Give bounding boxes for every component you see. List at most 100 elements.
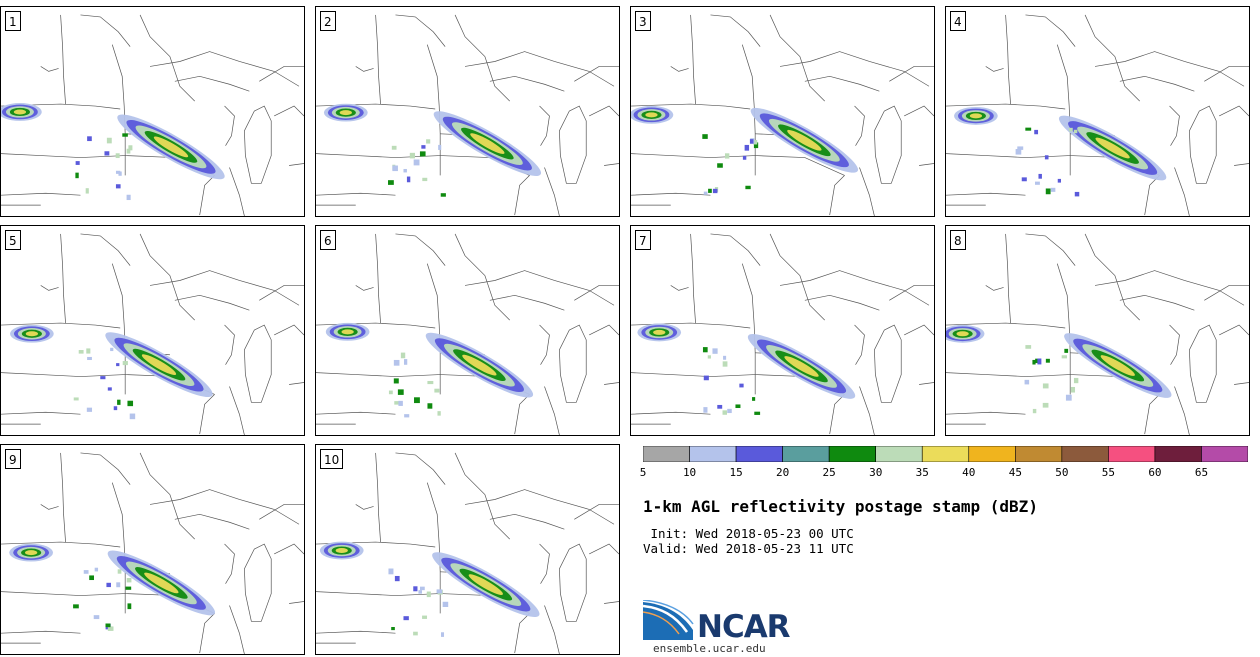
- scattered-cell-echo: [1050, 187, 1056, 192]
- init-time: Init: Wed 2018-05-23 00 UTC: [643, 526, 854, 541]
- site-url: ensemble.ucar.edu: [653, 642, 766, 655]
- member-panel-8: 8: [945, 225, 1250, 436]
- reflectivity-map: [1, 452, 304, 654]
- scattered-cell-echo: [1070, 386, 1076, 393]
- colorbar-bin: [1108, 446, 1156, 462]
- geography-outlines: [1, 14, 304, 216]
- scattered-cell-echo: [702, 347, 708, 353]
- scattered-cell-echo: [434, 388, 440, 393]
- scattered-cell-echo: [1074, 191, 1080, 197]
- scattered-cell-echo: [89, 575, 94, 581]
- scattered-cell-echo: [723, 355, 727, 360]
- scattered-cell-echo: [106, 582, 111, 588]
- reflectivity-echoes: [946, 324, 1172, 414]
- scattered-cell-echo: [422, 615, 428, 619]
- scattered-cell-echo: [426, 591, 431, 598]
- geography-outlines: [316, 233, 619, 435]
- colorbar-tick-label: 25: [822, 466, 836, 479]
- colorbar-bin: [921, 446, 970, 462]
- scattered-cell-echo: [1042, 383, 1049, 389]
- member-number-label: 9: [5, 449, 21, 469]
- scattered-cell-echo: [403, 359, 408, 365]
- scattered-cell-echo: [1073, 129, 1078, 134]
- scattered-cell-echo: [712, 348, 718, 354]
- scattered-cell-echo: [87, 356, 92, 361]
- western-cell-echo: [25, 331, 39, 337]
- storm-band-echo: [468, 574, 503, 595]
- scattered-cell-echo: [735, 404, 741, 409]
- scattered-cell-echo: [1037, 358, 1042, 365]
- scattered-cell-echo: [1034, 129, 1039, 135]
- storm-band-echo: [1100, 355, 1135, 376]
- geography-outlines: [631, 14, 934, 216]
- scattered-cell-echo: [1038, 173, 1042, 179]
- scattered-cell-echo: [388, 390, 393, 395]
- scattered-cell-echo: [93, 615, 100, 620]
- scattered-cell-echo: [86, 348, 91, 354]
- scattered-cell-echo: [406, 176, 411, 183]
- scattered-cell-echo: [722, 361, 728, 367]
- scattered-cell-echo: [106, 137, 112, 144]
- scattered-cell-echo: [717, 404, 723, 409]
- western-cell-echo: [956, 331, 969, 337]
- scattered-cell-echo: [404, 414, 410, 418]
- scattered-cell-echo: [113, 406, 118, 411]
- reflectivity-echoes: [10, 324, 213, 420]
- figure-title: 1-km AGL reflectivity postage stamp (dBZ…: [643, 497, 1038, 516]
- scattered-cell-echo: [127, 400, 134, 407]
- scattered-cell-echo: [427, 403, 433, 409]
- colorbar-bin: [735, 446, 783, 462]
- scattered-cell-echo: [104, 151, 110, 156]
- scattered-cell-echo: [73, 604, 79, 609]
- scattered-cell-echo: [126, 194, 131, 201]
- reflectivity-map: [316, 452, 619, 654]
- colorbar-bin: [828, 446, 876, 462]
- scattered-cell-echo: [116, 582, 121, 588]
- scattered-cell-echo: [426, 139, 431, 144]
- member-panel-5: 5: [0, 225, 305, 436]
- scattered-cell-echo: [73, 397, 79, 401]
- scattered-cell-echo: [413, 586, 418, 592]
- member-number-label: 4: [950, 11, 966, 31]
- reflectivity-echoes: [323, 103, 542, 197]
- scattered-cell-echo: [85, 188, 89, 194]
- reflectivity-map: [1, 14, 304, 216]
- scattered-cell-echo: [388, 180, 394, 185]
- colorbar-tick-label: 10: [682, 466, 697, 479]
- valid-time: Valid: Wed 2018-05-23 11 UTC: [643, 541, 854, 556]
- scattered-cell-echo: [744, 144, 750, 151]
- colorbar-tick-label: 60: [1148, 466, 1162, 479]
- scattered-cell-echo: [1065, 394, 1072, 401]
- scattered-cell-echo: [703, 191, 708, 195]
- member-number-label: 8: [950, 230, 966, 250]
- scattered-cell-echo: [742, 155, 747, 160]
- scattered-cell-echo: [708, 188, 712, 193]
- scattered-cell-echo: [394, 575, 400, 582]
- scattered-cell-echo: [703, 375, 709, 381]
- colorbar-tick-label: 50: [1055, 466, 1069, 479]
- reflectivity-echoes: [631, 105, 859, 195]
- ncar-wordmark: NCAR: [697, 609, 791, 645]
- reflectivity-map: [946, 14, 1249, 216]
- scattered-cell-echo: [752, 397, 756, 401]
- member-number-label: 5: [5, 230, 21, 250]
- scattered-cell-echo: [126, 578, 132, 583]
- scattered-cell-echo: [116, 363, 120, 367]
- western-cell-echo: [645, 112, 658, 118]
- scattered-cell-echo: [413, 631, 418, 636]
- scattered-cell-echo: [115, 153, 120, 159]
- geography-outlines: [316, 452, 619, 654]
- colorbar-bin: [968, 446, 1016, 462]
- scattered-cell-echo: [1017, 146, 1024, 150]
- reflectivity-echoes: [1, 103, 225, 201]
- scattered-cell-echo: [1021, 177, 1027, 182]
- scattered-cell-echo: [1057, 178, 1062, 183]
- member-panel-10: 10: [315, 444, 620, 655]
- storm-band-echo: [787, 129, 822, 151]
- reflectivity-map: [631, 233, 934, 435]
- scattered-cell-echo: [118, 171, 122, 176]
- member-panel-2: 2: [315, 6, 620, 217]
- scattered-cell-echo: [83, 570, 89, 574]
- scattered-cell-echo: [724, 153, 730, 159]
- western-cell-echo: [339, 110, 352, 116]
